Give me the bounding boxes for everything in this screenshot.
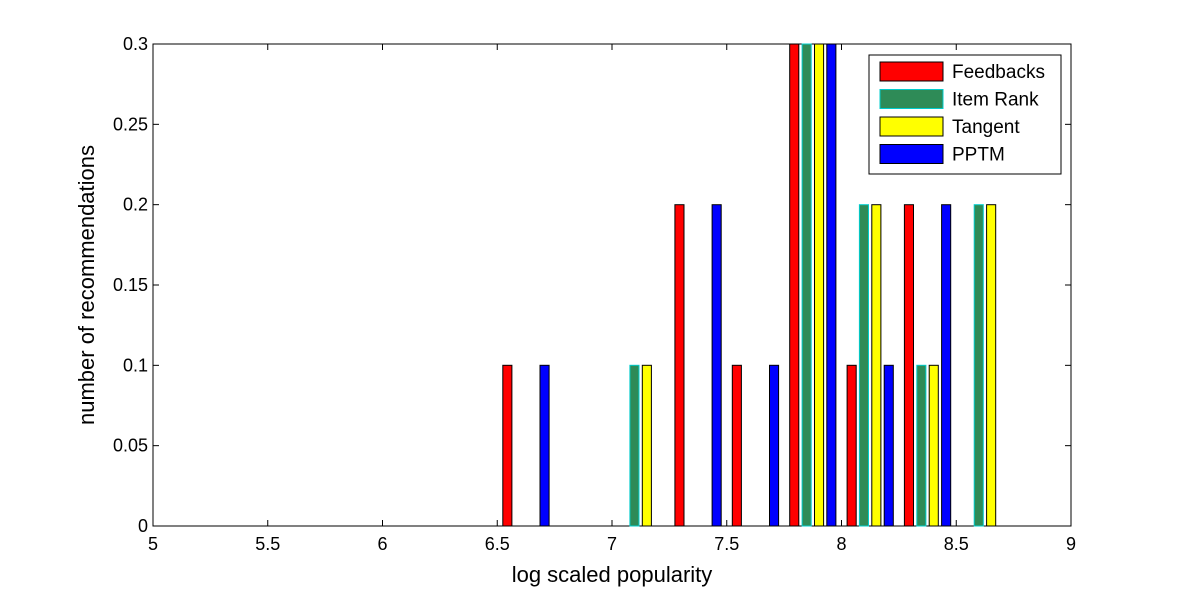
x-tick-label: 8	[836, 534, 846, 554]
legend-swatch-feedbacks	[879, 61, 944, 82]
ticks-group: 5 5.5 6 6.5 7 7.5 8 8.5 9 0 0.05 0.1 0.15 0.2 0.25 0.3	[113, 34, 1076, 554]
x-axis-label: log scaled popularity	[512, 562, 713, 587]
bar-pptm-13	[941, 204, 952, 527]
legend-swatch-pptm	[879, 144, 944, 164]
legend-label-feedbacks: Feedbacks	[952, 62, 1045, 83]
legend: Feedbacks Item Rank Tangent PPTM	[868, 54, 1062, 175]
bar-feedbacks-12	[846, 364, 857, 527]
y-tick-label: 0.1	[123, 355, 148, 375]
bars-group	[502, 43, 997, 527]
bar-tangent-11	[814, 43, 825, 527]
y-tick-label: 0.15	[113, 275, 148, 295]
bar-pptm-6	[539, 364, 550, 527]
y-axis-label: number of recommendations	[74, 145, 99, 425]
x-tick-label: 8.5	[944, 534, 969, 554]
x-tick-label: 9	[1066, 534, 1076, 554]
bar-pptm-11	[826, 43, 837, 527]
x-tick-label: 5.5	[255, 534, 280, 554]
x-tick-label: 6	[377, 534, 387, 554]
y-tick-label: 0.3	[123, 34, 148, 54]
bar-pptm-9	[711, 204, 722, 527]
bar-tangent-13	[928, 364, 939, 527]
legend-swatch-tangent	[879, 116, 944, 137]
y-tick-label: 0.25	[113, 114, 148, 134]
bar-feedbacks-9	[674, 204, 685, 527]
bar-tangent-8	[641, 364, 652, 527]
bar-item-rank-11	[801, 43, 812, 527]
bar-tangent-12	[871, 204, 882, 527]
y-tick-label: 0.05	[113, 436, 148, 456]
bar-feedbacks-11	[789, 43, 800, 527]
y-tick-label: 0	[138, 516, 148, 536]
bar-pptm-12	[883, 364, 894, 527]
x-tick-label: 6.5	[485, 534, 510, 554]
x-tick-label: 5	[148, 534, 158, 554]
legend-swatch-item-rank	[879, 89, 944, 109]
bar-pptm-10	[769, 364, 780, 527]
y-tick-label: 0.2	[123, 195, 148, 215]
bar-item-rank-13	[916, 364, 927, 527]
bar-feedbacks-13	[903, 204, 915, 527]
bar-feedbacks-6	[502, 364, 513, 527]
bar-item-rank-14	[973, 204, 984, 527]
legend-label-pptm: PPTM	[952, 145, 1005, 166]
legend-label-tangent: Tangent	[952, 117, 1020, 138]
x-tick-label: 7	[607, 534, 617, 554]
bar-item-rank-12	[858, 204, 870, 527]
legend-label-item-rank: Item Rank	[952, 90, 1039, 111]
bar-feedbacks-10	[731, 364, 742, 527]
bar-item-rank-8	[629, 364, 640, 527]
bar-tangent-14	[986, 204, 997, 527]
x-tick-label: 7.5	[714, 534, 739, 554]
